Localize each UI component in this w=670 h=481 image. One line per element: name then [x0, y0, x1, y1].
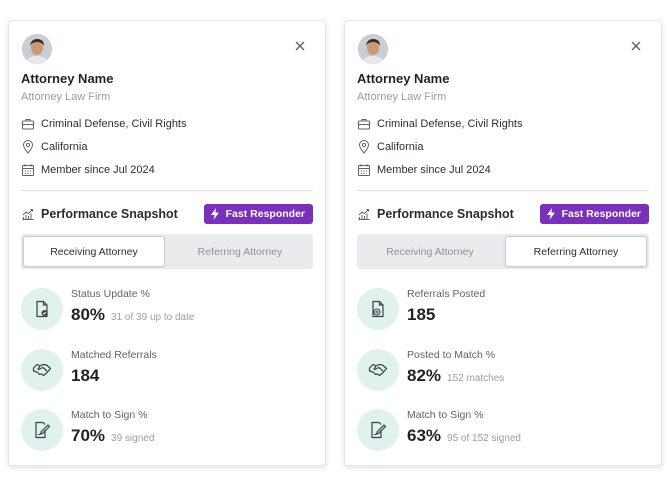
attorney-name: Attorney Name — [357, 71, 450, 86]
role-toggle: Receiving Attorney Referring Attorney — [21, 234, 313, 269]
close-icon[interactable] — [293, 39, 307, 53]
close-icon[interactable] — [629, 39, 643, 53]
metric-label: Status Update % — [71, 288, 150, 300]
metric-sub: 39 signed — [111, 433, 155, 444]
avatar — [358, 34, 388, 64]
metric-icon-circle — [357, 409, 399, 451]
chart-trend-icon — [21, 207, 35, 221]
divider — [357, 190, 649, 191]
metric-value-number: 70% — [71, 426, 106, 445]
calendar-icon — [21, 163, 35, 177]
metric-referrals-posted: Referrals Posted 185 — [357, 288, 647, 332]
metric-value: 185 — [407, 305, 435, 325]
metric-posted-to-match: Posted to Match % 82% 152 matches — [357, 349, 647, 393]
practice-row: Criminal Defense, Civil Rights — [357, 117, 523, 131]
metric-value: 63% 95 of 152 signed — [407, 426, 521, 446]
fast-responder-badge: Fast Responder — [203, 204, 313, 224]
briefcase-icon — [357, 117, 371, 131]
lightning-bolt-icon — [546, 208, 556, 220]
metric-icon-circle — [357, 349, 399, 391]
metric-match-to-sign: Match to Sign % 70% 39 signed — [21, 409, 311, 453]
lightning-bolt-icon — [210, 208, 220, 220]
performance-title-text: Performance Snapshot — [377, 207, 514, 221]
performance-title: Performance Snapshot — [21, 207, 178, 221]
metric-value: 184 — [71, 366, 99, 386]
fast-responder-badge: Fast Responder — [539, 204, 649, 224]
metric-label: Match to Sign % — [71, 409, 148, 421]
metric-value-number: 80% — [71, 305, 106, 324]
metric-icon-circle — [357, 288, 399, 330]
tab-referring-attorney[interactable]: Referring Attorney — [197, 245, 283, 258]
location-row: California — [21, 140, 87, 154]
metric-sub: 31 of 39 up to date — [111, 312, 195, 323]
location-pin-icon — [21, 140, 35, 154]
metric-matched-referrals: Matched Referrals 184 — [21, 349, 311, 393]
tab-referring-attorney[interactable]: Referring Attorney — [505, 236, 647, 267]
metric-status-update: Status Update % 80% 31 of 39 up to date — [21, 288, 311, 332]
role-toggle: Receiving Attorney Referring Attorney — [357, 234, 649, 269]
handshake-icon — [32, 363, 52, 377]
metric-value: 80% 31 of 39 up to date — [71, 305, 194, 325]
metric-value-number: 63% — [407, 426, 442, 445]
location-pin-icon — [357, 140, 371, 154]
practice-areas: Criminal Defense, Civil Rights — [41, 118, 187, 130]
member-row: Member since Jul 2024 — [21, 163, 155, 177]
metric-value-number: 82% — [407, 366, 442, 385]
attorney-firm: Attorney Law Firm — [21, 91, 111, 103]
document-check-icon — [36, 300, 48, 318]
attorney-name: Attorney Name — [21, 71, 114, 86]
divider — [21, 190, 313, 191]
metric-label: Referrals Posted — [407, 288, 486, 300]
metric-label: Matched Referrals — [71, 349, 157, 361]
member-row: Member since Jul 2024 — [357, 163, 491, 177]
practice-areas: Criminal Defense, Civil Rights — [377, 118, 523, 130]
location: California — [377, 141, 424, 153]
tab-receiving-attorney[interactable]: Receiving Attorney — [23, 236, 165, 267]
metric-label: Match to Sign % — [407, 409, 484, 421]
performance-title: Performance Snapshot — [357, 207, 514, 221]
handshake-icon — [368, 363, 388, 377]
metric-match-to-sign: Match to Sign % 63% 95 of 152 signed — [357, 409, 647, 453]
sign-document-icon — [371, 421, 387, 439]
location: California — [41, 141, 88, 153]
metric-value: 82% 152 matches — [407, 366, 504, 386]
calendar-icon — [357, 163, 371, 177]
sign-document-icon — [35, 421, 51, 439]
metric-value-number: 185 — [407, 305, 436, 324]
badge-label: Fast Responder — [561, 208, 641, 220]
member-since: Member since Jul 2024 — [41, 164, 155, 176]
metric-icon-circle — [21, 409, 63, 451]
metric-value-number: 184 — [71, 366, 100, 385]
metric-sub: 152 matches — [447, 373, 505, 384]
badge-label: Fast Responder — [225, 208, 305, 220]
metric-value: 70% 39 signed — [71, 426, 154, 446]
metric-icon-circle — [21, 349, 63, 391]
attorney-firm: Attorney Law Firm — [357, 91, 447, 103]
document-plus-icon — [372, 300, 384, 318]
metric-sub: 95 of 152 signed — [447, 433, 521, 444]
tab-receiving-attorney[interactable]: Receiving Attorney — [386, 245, 474, 258]
practice-row: Criminal Defense, Civil Rights — [21, 117, 187, 131]
attorney-card-referring: Attorney Name Attorney Law Firm Criminal… — [344, 20, 662, 466]
briefcase-icon — [21, 117, 35, 131]
metric-label: Posted to Match % — [407, 349, 496, 361]
metric-icon-circle — [21, 288, 63, 330]
performance-title-text: Performance Snapshot — [41, 207, 178, 221]
attorney-card-receiving: Attorney Name Attorney Law Firm Criminal… — [8, 20, 326, 466]
avatar — [22, 34, 52, 64]
location-row: California — [357, 140, 423, 154]
chart-trend-icon — [357, 207, 371, 221]
member-since: Member since Jul 2024 — [377, 164, 491, 176]
